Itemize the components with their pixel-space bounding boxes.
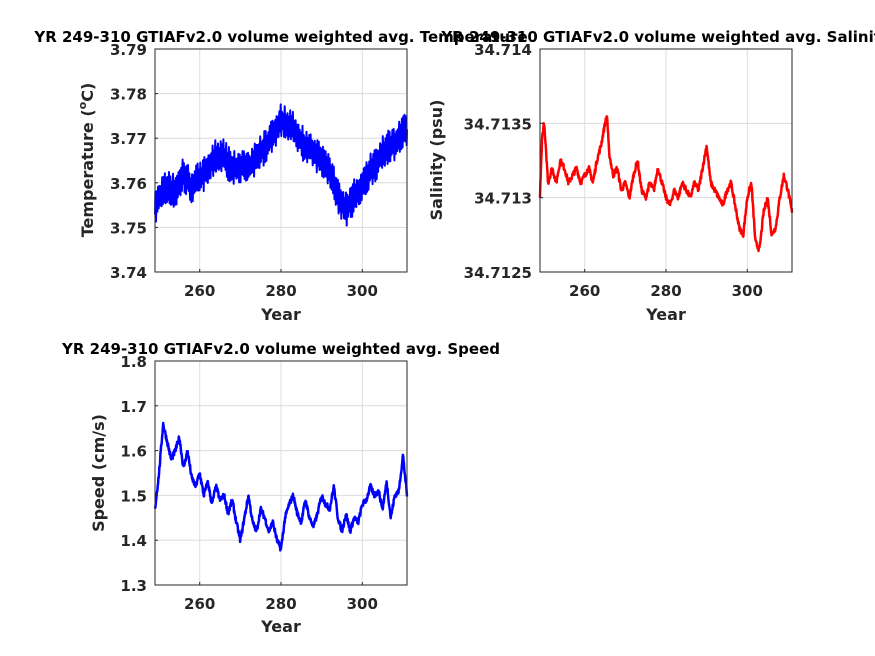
salinity-xtick-label: 280 [650,282,681,300]
temperature-xlabel: Year [260,305,301,324]
speed-xtick-label: 260 [184,595,215,613]
salinity-xtick-label: 300 [732,282,763,300]
speed-ytick-label: 1.4 [120,532,147,550]
speed-panel: 260 280 300 1.3 1.4 1.5 1.6 1.7 1.8 YR 249-310 G… [61,340,500,636]
temperature-xtick-label: 300 [347,282,378,300]
speed-series-path [153,421,409,552]
salinity-ytick-label: 34.713 [474,190,532,208]
salinity-series-path [538,115,794,253]
speed-xtick-label: 300 [347,595,378,613]
temperature-ytick-label: 3.75 [110,219,147,237]
temperature-title: YR 249-310 GTIAFv2.0 volume weighted avg… [33,28,527,46]
speed-ticks: 260 280 300 1.3 1.4 1.5 1.6 1.7 1.8 [120,353,378,613]
speed-xlabel: Year [260,617,301,636]
speed-series-line [153,421,409,552]
speed-ylabel: Speed (cm/s) [89,414,108,532]
speed-ytick-label: 1.6 [120,443,147,461]
temperature-ytick-label: 3.76 [110,175,147,193]
temperature-ytick-label: 3.79 [110,41,147,59]
temperature-ylabel: Temperature (oC) [76,83,97,238]
salinity-xtick-label: 260 [569,282,600,300]
speed-title: YR 249-310 GTIAFv2.0 volume weighted avg… [61,340,500,358]
salinity-xlabel: Year [645,305,686,324]
temperature-series-path [154,103,408,227]
temperature-ytick-label: 3.74 [110,264,147,282]
salinity-ytick-label: 34.7135 [464,115,532,133]
speed-ytick-label: 1.3 [120,577,147,595]
speed-ytick-label: 1.8 [120,353,147,371]
salinity-ytick-label: 34.714 [474,41,532,59]
temperature-xtick-label: 260 [184,282,215,300]
temperature-ytick-label: 3.77 [110,130,147,148]
temperature-panel: 260 280 300 3.74 3.75 3.76 3.77 3.78 3.79 YR 249… [33,28,527,324]
salinity-ticks: 260 280 300 34.7125 34.713 34.7135 34.714 [464,41,763,300]
temperature-ytick-label: 3.78 [110,86,147,104]
temperature-ticks: 260 280 300 3.74 3.75 3.76 3.77 3.78 3.79 [110,41,378,300]
salinity-series-line [538,115,794,253]
speed-ytick-label: 1.7 [120,398,147,416]
speed-xtick-label: 280 [265,595,296,613]
salinity-ytick-label: 34.7125 [464,264,532,282]
speed-ytick-label: 1.5 [120,487,147,505]
temperature-series-line [154,103,408,227]
temperature-xtick-label: 280 [265,282,296,300]
salinity-panel: 260 280 300 34.7125 34.713 34.7135 34.714 YR 2… [427,28,875,324]
salinity-ylabel: Salinity (psu) [427,100,446,221]
salinity-title: YR 249-310 GTIAFv2.0 volume weighted avg… [440,28,875,46]
